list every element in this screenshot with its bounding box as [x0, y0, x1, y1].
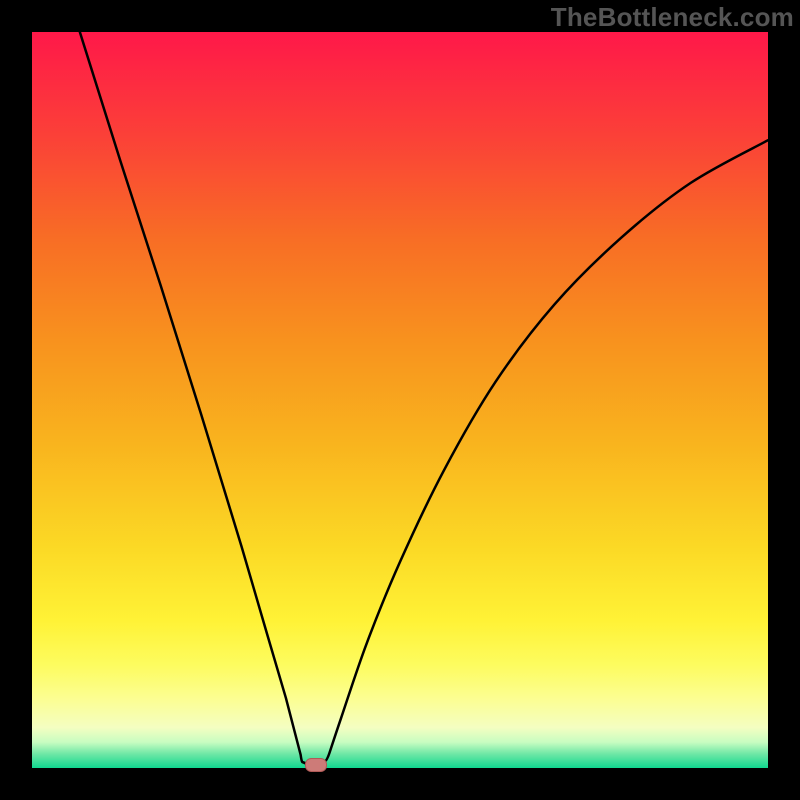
watermark-text: TheBottleneck.com: [551, 0, 800, 33]
plot-background: [32, 32, 768, 768]
optimal-point-marker: [305, 758, 327, 773]
image-frame: TheBottleneck.com: [0, 0, 800, 800]
bottleneck-chart: [0, 0, 800, 800]
